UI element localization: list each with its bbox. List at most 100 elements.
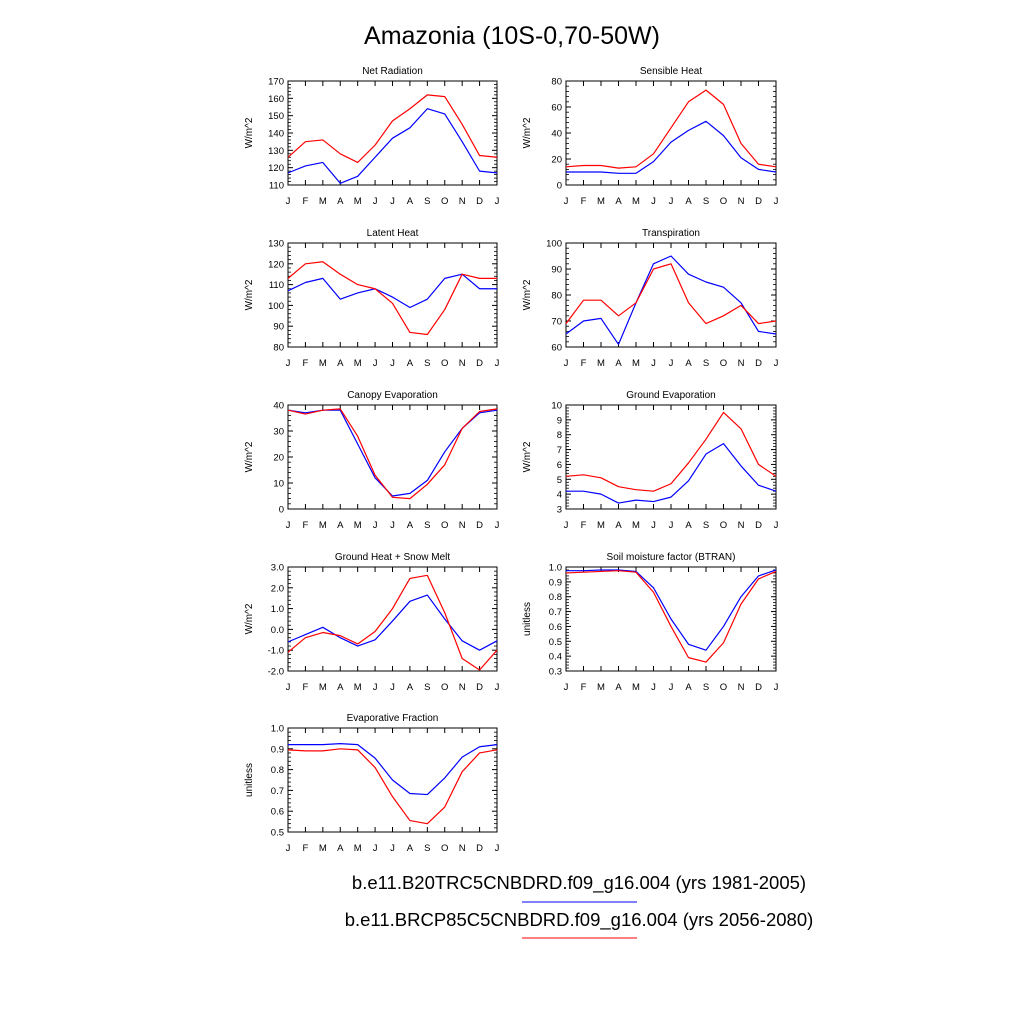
x-tick-label: M	[632, 682, 640, 693]
y-tick-label: 80	[551, 77, 562, 88]
x-tick-label: F	[581, 358, 587, 369]
y-tick-label: 40	[551, 129, 562, 140]
y-tick-label: 0.5	[271, 828, 284, 839]
legend-label-future: b.e11.BRCP85C5CNBDRD.f09_g16.004 (yrs 20…	[345, 909, 814, 931]
x-tick-label: J	[669, 358, 674, 369]
x-tick-label: N	[738, 196, 745, 207]
x-tick-label: F	[303, 358, 309, 369]
series-line-future	[565, 263, 777, 325]
y-tick-label: 40	[273, 401, 284, 412]
x-tick-label: A	[337, 520, 344, 531]
x-tick-label: D	[755, 196, 762, 207]
x-tick-label: J	[495, 358, 500, 369]
x-tick-label: J	[564, 520, 569, 531]
plot-frame	[565, 80, 777, 186]
panel-title: Sensible Heat	[640, 66, 702, 77]
x-tick-label: J	[669, 196, 674, 207]
y-tick-label: 90	[551, 265, 562, 276]
x-tick-label: J	[495, 682, 500, 693]
x-tick-label: J	[390, 682, 395, 693]
x-tick-label: S	[703, 358, 709, 369]
y-tick-label: 3	[557, 505, 562, 516]
y-tick-label: 30	[273, 427, 284, 438]
x-tick-label: D	[476, 358, 483, 369]
plot-frame	[565, 242, 777, 348]
x-tick-label: M	[632, 196, 640, 207]
x-tick-label: N	[738, 358, 745, 369]
x-tick-label: J	[495, 520, 500, 531]
y-tick-label: 60	[551, 103, 562, 114]
y-tick-label: 9	[557, 415, 562, 426]
x-tick-label: J	[390, 843, 395, 854]
x-tick-label: O	[720, 682, 727, 693]
x-tick-label: J	[669, 682, 674, 693]
y-tick-label: 100	[546, 239, 562, 250]
x-tick-label: M	[319, 682, 327, 693]
x-tick-label: D	[476, 520, 483, 531]
panel-title: Transpiration	[642, 228, 700, 239]
x-tick-label: N	[459, 520, 466, 531]
y-tick-label: 0.3	[549, 667, 562, 678]
panel-ground-heat-snow-melt: Ground Heat + Snow Melt W/m^2 -2.0 -1.0 0.0 1…	[244, 552, 500, 693]
x-tick-label: J	[669, 520, 674, 531]
y-tick-label: 0.9	[271, 744, 284, 755]
series-line-control	[565, 255, 777, 345]
y-tick-label: 0.4	[549, 652, 562, 663]
series-line-future	[287, 574, 498, 671]
x-tick-label: S	[424, 196, 430, 207]
x-tick-label: S	[424, 843, 430, 854]
x-tick-label: F	[303, 196, 309, 207]
panels-group: Net Radiation W/m^2 110 120 130 140 150 160 170 J…	[244, 66, 779, 854]
y-tick-label: 130	[268, 146, 284, 157]
x-tick-label: A	[615, 520, 622, 531]
series-line-control	[287, 273, 497, 309]
y-tick-label: 0.5	[549, 637, 562, 648]
y-tick-label: 120	[268, 163, 284, 174]
plot-frame	[287, 404, 498, 510]
x-tick-label: J	[651, 520, 656, 531]
y-tick-label: 160	[268, 94, 284, 105]
x-tick-label: A	[685, 520, 692, 531]
series-line-control	[288, 742, 498, 796]
x-tick-label: M	[319, 520, 327, 531]
y-tick-label: 1.0	[271, 724, 284, 735]
x-tick-label: J	[774, 682, 779, 693]
series-line-control	[287, 594, 498, 651]
x-tick-label: O	[441, 520, 448, 531]
x-tick-label: A	[685, 358, 692, 369]
y-tick-label: 0.6	[549, 622, 562, 633]
series-line-future	[287, 408, 498, 500]
y-tick-label: 100	[268, 301, 284, 312]
series-line-control	[287, 108, 498, 184]
x-tick-label: J	[286, 520, 291, 531]
y-tick-label: 20	[273, 453, 284, 464]
x-tick-label: M	[597, 682, 605, 693]
x-tick-label: J	[373, 196, 378, 207]
y-tick-label: 7	[557, 445, 562, 456]
y-tick-label: 170	[268, 77, 284, 88]
panel-title: Net Radiation	[362, 66, 423, 77]
x-tick-label: A	[685, 682, 692, 693]
y-axis-label: W/m^2	[522, 441, 533, 472]
x-tick-label: M	[354, 520, 362, 531]
series-line-future	[565, 89, 777, 169]
plot-frame	[287, 566, 498, 672]
y-axis-label: W/m^2	[244, 603, 255, 634]
x-tick-label: J	[390, 196, 395, 207]
x-tick-label: S	[424, 358, 430, 369]
y-axis-label: W/m^2	[522, 117, 533, 148]
y-tick-label: 0.8	[271, 765, 284, 776]
x-tick-label: A	[407, 843, 414, 854]
panel-title: Latent Heat	[367, 228, 419, 239]
x-tick-label: O	[441, 358, 448, 369]
plot-frame	[287, 80, 498, 186]
y-tick-label: 20	[551, 155, 562, 166]
y-tick-label: 70	[551, 317, 562, 328]
x-tick-label: S	[424, 682, 430, 693]
x-tick-label: A	[407, 682, 414, 693]
x-tick-label: D	[476, 682, 483, 693]
